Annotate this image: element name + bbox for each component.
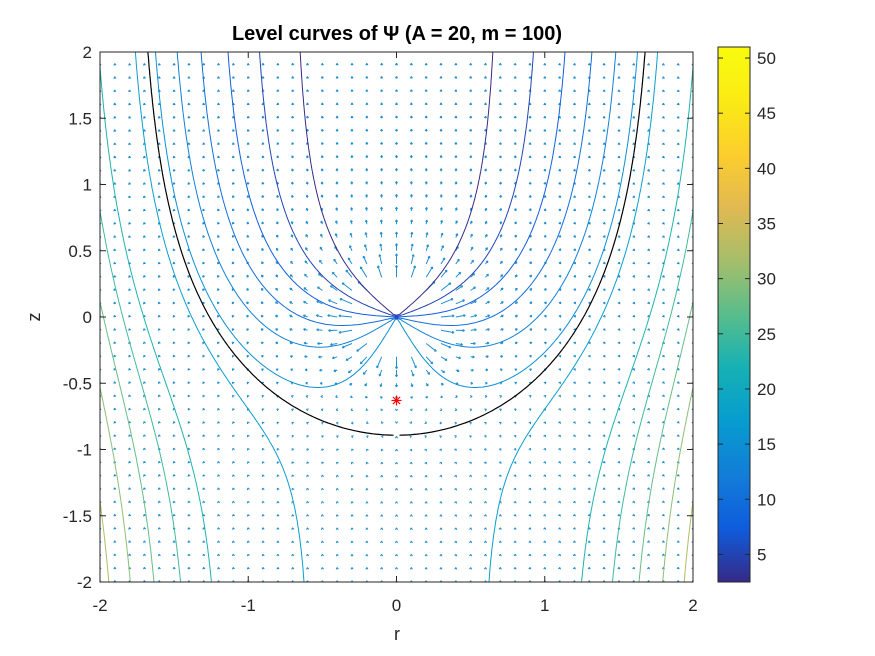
colorbar-tick-label: 40	[757, 159, 776, 178]
separatrix-line	[147, 52, 646, 436]
colorbar-tick-label: 30	[757, 270, 776, 289]
colorbar-tick-label: 15	[757, 435, 776, 454]
x-tick-label: 0	[392, 596, 401, 615]
contour-line	[155, 52, 638, 388]
stagnation-star-stroke	[392, 396, 401, 405]
y-tick-label: 1	[83, 176, 92, 195]
contour-line	[100, 67, 693, 582]
colorbar-gradient	[717, 46, 751, 583]
contour-line	[176, 52, 617, 348]
y-tick-label: 0	[83, 308, 92, 327]
y-tick-label: 2	[83, 43, 92, 62]
y-tick-label: -1.5	[63, 507, 92, 526]
x-axis: -2 -1 0 1 2	[92, 52, 698, 615]
x-tick-label: 2	[688, 596, 697, 615]
x-tick-label: 1	[540, 596, 549, 615]
contour-line	[100, 210, 693, 582]
y-tick-label: 0.5	[68, 242, 92, 261]
contour-line	[134, 52, 659, 582]
colorbar-tick-label: 25	[757, 325, 776, 344]
colorbar-tick-label: 50	[757, 49, 776, 68]
colorbar-ticks: 50 45 40 35 30 25 20 15 10 5	[718, 49, 776, 564]
x-axis-label: r	[394, 624, 400, 644]
y-tick-label: -2	[77, 573, 92, 592]
contour-line	[200, 52, 593, 326]
y-tick-label: -1	[77, 441, 92, 460]
contour-line	[100, 301, 693, 582]
y-axis: 2 1.5 1 0.5 0 -0.5 -1 -1.5 -2	[63, 43, 693, 592]
source-point-marker	[394, 315, 399, 319]
chart-title: Level curves of Ψ (A = 20, m = 100)	[232, 23, 562, 45]
x-tick-label: -1	[241, 596, 256, 615]
contour-line	[100, 387, 693, 582]
separatrix-curve	[147, 52, 646, 436]
colorbar-tick-label: 20	[757, 380, 776, 399]
colorbar-tick-label: 10	[757, 490, 776, 509]
colorbar-tick-label: 45	[757, 104, 776, 123]
contour-line	[100, 501, 693, 582]
plot-area	[99, 51, 694, 583]
colorbar: 50 45 40 35 30 25 20 15 10 5	[717, 46, 776, 583]
x-tick-label: -2	[92, 596, 107, 615]
colorbar-tick-label: 35	[757, 214, 776, 233]
y-tick-label: -0.5	[63, 374, 92, 393]
y-tick-label: 1.5	[68, 109, 92, 128]
y-axis-label: z	[24, 313, 44, 322]
colorbar-tick-label: 5	[757, 545, 766, 564]
stagnation-point-marker	[391, 395, 402, 406]
contour-line	[299, 52, 494, 316]
markers	[391, 315, 402, 406]
